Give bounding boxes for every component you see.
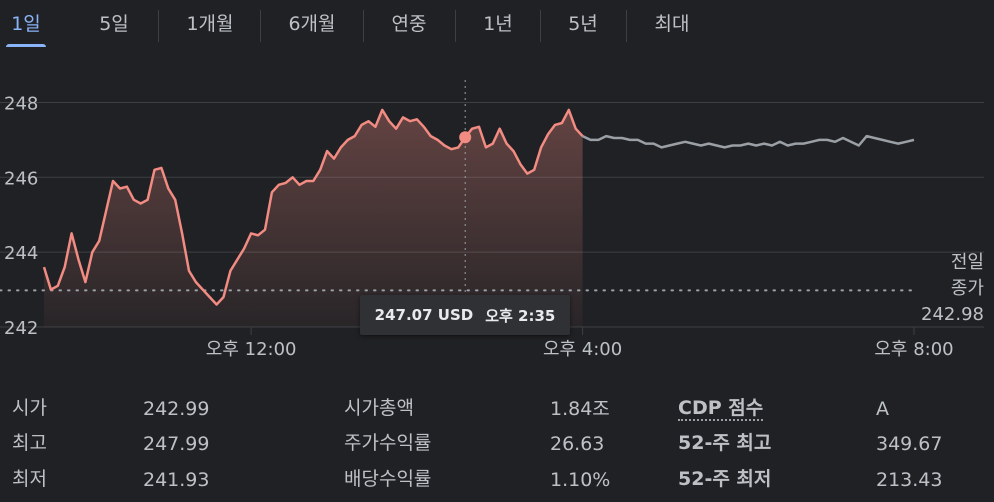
stat-52w-low-value: 213.43: [876, 469, 943, 491]
tab-ytd[interactable]: 연중: [391, 13, 427, 35]
tab-5d[interactable]: 5일: [99, 13, 129, 35]
y-tick-label: 246: [4, 168, 38, 189]
x-axis-labels: 오후 12:00 오후 4:00 오후 8:00: [206, 327, 954, 360]
stat-high-value: 247.99: [143, 433, 210, 455]
regular-session-area: [44, 109, 583, 328]
range-tabs: 1일 5일 1개월 6개월 연중 1년 5년 최대: [0, 0, 994, 48]
tab-1d[interactable]: 1일: [0, 0, 52, 47]
stat-52w-high-label: 52-주 최고: [678, 432, 772, 454]
prev-close-line1: 전일: [950, 252, 984, 273]
x-tick-label: 오후 12:00: [206, 339, 297, 360]
previous-close-label: 전일 종가 242.98: [921, 250, 984, 328]
tab-max[interactable]: 최대: [654, 13, 690, 35]
tab-1y[interactable]: 1년: [483, 13, 513, 35]
stat-div-label: 배당수익률: [344, 468, 432, 490]
tab-6m[interactable]: 6개월: [288, 13, 336, 35]
stat-open-label: 시가: [12, 397, 47, 419]
extended-session-line: [582, 134, 915, 149]
stat-52w-low-label: 52-주 최저: [678, 468, 772, 490]
y-tick-label: 248: [4, 93, 38, 114]
tooltip-price: 247.07 USD: [374, 306, 474, 324]
y-tick-label: 242: [4, 318, 38, 339]
tab-divider: [455, 10, 456, 42]
stat-high-label: 최고: [12, 432, 47, 454]
prev-close-value: 242.98: [921, 304, 984, 325]
tooltip-time: 오후 2:35: [485, 306, 556, 325]
tab-divider: [540, 10, 541, 42]
stat-low-label: 최저: [12, 468, 47, 490]
y-axis-labels: 248 246 244 242: [4, 93, 38, 339]
stat-low-value: 241.93: [143, 469, 210, 491]
stat-cdp-value: A: [876, 398, 889, 420]
key-stats: 시가 242.99 최고 247.99 최저 241.93 시가총액 1.84조…: [0, 390, 994, 502]
tab-divider: [626, 10, 627, 42]
stat-pe-label: 주가수익률: [344, 432, 432, 454]
y-tick-label: 244: [4, 243, 38, 264]
price-chart[interactable]: 248 246 244 242 오후 12:00 오후 4:00 오후 8:00: [0, 50, 994, 370]
x-tick-label: 오후 4:00: [543, 339, 622, 360]
tab-divider: [260, 10, 261, 42]
tab-divider: [158, 10, 159, 42]
regular-session-line: [42, 108, 584, 306]
stat-mktcap-value: 1.84조: [550, 398, 610, 420]
tab-5y[interactable]: 5년: [568, 13, 598, 35]
tab-1m[interactable]: 1개월: [186, 13, 234, 35]
stat-cdp-label[interactable]: CDP 점수: [678, 397, 764, 421]
stat-mktcap-label: 시가총액: [344, 397, 414, 419]
stat-52w-high-value: 349.67: [876, 433, 943, 455]
tab-divider: [363, 10, 364, 42]
stat-pe-value: 26.63: [550, 433, 605, 455]
hover-point: [459, 131, 472, 144]
prev-close-line2: 종가: [950, 278, 984, 299]
x-tick-label: 오후 8:00: [874, 339, 953, 360]
stat-div-value: 1.10%: [550, 469, 611, 491]
price-tooltip: 247.07 USD 오후 2:35: [360, 295, 570, 335]
stat-open-value: 242.99: [143, 398, 210, 420]
